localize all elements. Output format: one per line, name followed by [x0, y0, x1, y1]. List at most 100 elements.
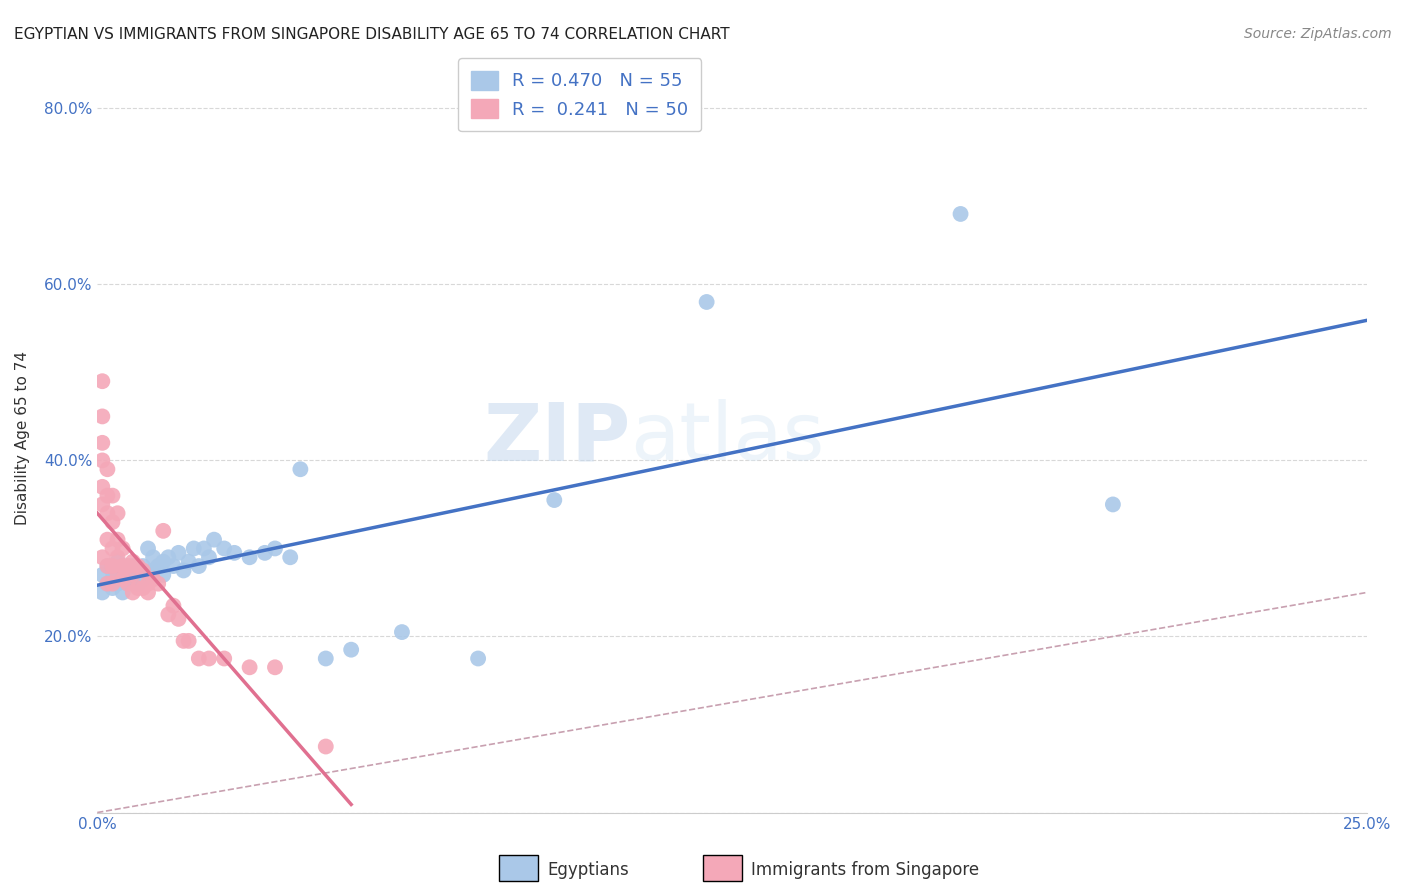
Point	[391, 625, 413, 640]
Point	[96, 559, 118, 574]
Point	[107, 567, 129, 582]
Point	[91, 453, 114, 467]
Text: Egyptians: Egyptians	[547, 861, 628, 879]
Point	[177, 555, 200, 569]
Point	[107, 555, 129, 569]
Point	[101, 489, 124, 503]
Point	[173, 633, 195, 648]
Point	[177, 633, 200, 648]
Point	[162, 599, 184, 613]
Point	[96, 489, 118, 503]
Point	[142, 550, 165, 565]
Point	[202, 533, 225, 547]
Point	[101, 581, 124, 595]
Point	[91, 550, 114, 565]
Point	[96, 576, 118, 591]
Point	[111, 572, 134, 586]
Text: Source: ZipAtlas.com: Source: ZipAtlas.com	[1244, 27, 1392, 41]
Point	[132, 572, 155, 586]
Point	[127, 559, 149, 574]
Point	[198, 651, 221, 665]
Point	[136, 567, 159, 582]
Point	[117, 559, 139, 574]
Point	[91, 374, 114, 388]
Point	[142, 572, 165, 586]
Point	[91, 409, 114, 424]
Point	[121, 585, 143, 599]
Text: Immigrants from Singapore: Immigrants from Singapore	[751, 861, 979, 879]
Point	[136, 576, 159, 591]
Point	[91, 435, 114, 450]
Point	[121, 567, 143, 582]
Point	[111, 572, 134, 586]
Point	[696, 295, 718, 310]
Point	[136, 541, 159, 556]
Point	[101, 515, 124, 529]
Point	[107, 550, 129, 565]
Text: atlas: atlas	[630, 400, 825, 477]
Point	[96, 559, 118, 574]
Point	[148, 576, 170, 591]
Point	[111, 559, 134, 574]
Point	[101, 576, 124, 591]
Point	[239, 660, 262, 674]
Point	[107, 576, 129, 591]
Point	[91, 498, 114, 512]
Point	[136, 585, 159, 599]
Point	[96, 533, 118, 547]
Point	[117, 567, 139, 582]
Point	[157, 550, 180, 565]
Point	[148, 559, 170, 574]
Point	[117, 559, 139, 574]
Point	[96, 576, 118, 591]
Point	[152, 524, 174, 538]
Point	[1102, 498, 1125, 512]
Point	[111, 585, 134, 599]
Point	[121, 572, 143, 586]
Point	[117, 576, 139, 591]
Point	[91, 480, 114, 494]
Point	[132, 581, 155, 595]
Text: ZIP: ZIP	[484, 400, 630, 477]
Point	[157, 607, 180, 622]
Point	[121, 559, 143, 574]
Point	[187, 651, 209, 665]
Y-axis label: Disability Age 65 to 74: Disability Age 65 to 74	[15, 351, 30, 525]
Point	[264, 541, 287, 556]
Point	[101, 559, 124, 574]
Point	[121, 564, 143, 578]
Point	[107, 567, 129, 582]
Point	[101, 541, 124, 556]
Point	[127, 564, 149, 578]
Point	[187, 559, 209, 574]
Point	[101, 572, 124, 586]
Point	[96, 462, 118, 476]
Point	[152, 555, 174, 569]
Point	[340, 642, 363, 657]
Point	[315, 739, 337, 754]
Point	[167, 546, 190, 560]
Point	[543, 493, 565, 508]
Point	[173, 564, 195, 578]
Point	[107, 533, 129, 547]
Point	[253, 546, 276, 560]
Point	[127, 576, 149, 591]
Point	[264, 660, 287, 674]
Point	[132, 564, 155, 578]
Point	[111, 564, 134, 578]
Text: EGYPTIAN VS IMMIGRANTS FROM SINGAPORE DISABILITY AGE 65 TO 74 CORRELATION CHART: EGYPTIAN VS IMMIGRANTS FROM SINGAPORE DI…	[14, 27, 730, 42]
Point	[117, 576, 139, 591]
Point	[167, 612, 190, 626]
Point	[212, 541, 235, 556]
Point	[111, 541, 134, 556]
Point	[162, 559, 184, 574]
Point	[142, 564, 165, 578]
Point	[290, 462, 312, 476]
Point	[91, 567, 114, 582]
Legend: R = 0.470   N = 55, R =  0.241   N = 50: R = 0.470 N = 55, R = 0.241 N = 50	[458, 58, 702, 131]
Point	[121, 555, 143, 569]
Point	[183, 541, 205, 556]
Point	[949, 207, 972, 221]
Point	[127, 581, 149, 595]
Point	[315, 651, 337, 665]
